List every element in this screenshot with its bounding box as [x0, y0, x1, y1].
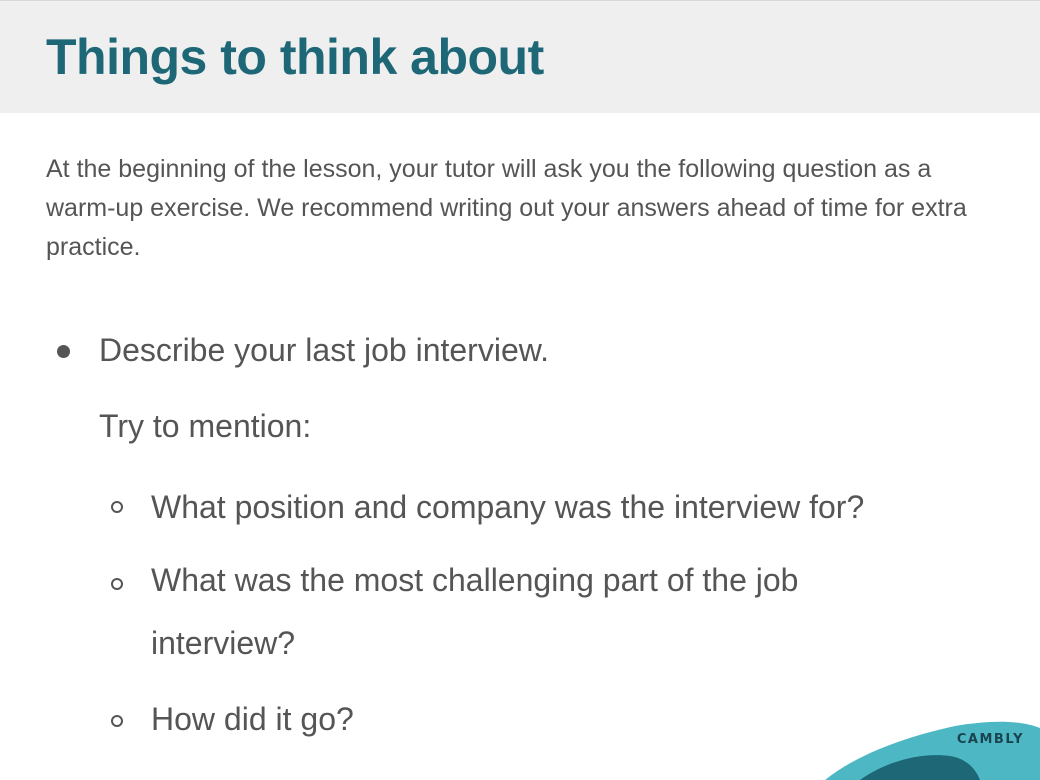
- section-header: Things to think about: [0, 0, 1040, 113]
- talking-point-text: What position and company was the interv…: [151, 489, 865, 525]
- brand-name: CAMBLY: [956, 732, 1024, 747]
- circle-bullet-icon: [111, 715, 123, 727]
- brand-logo: CAMBLY: [780, 700, 1040, 780]
- circle-bullet-icon: [111, 578, 123, 590]
- intro-paragraph: At the beginning of the lesson, your tut…: [46, 155, 967, 261]
- question-text: Describe your last job interview.: [99, 332, 549, 368]
- wave-logo-icon: [825, 721, 1040, 780]
- bullet-dot-icon: [57, 345, 70, 358]
- circle-bullet-icon: [111, 501, 123, 513]
- talking-point-text: What was the most challenging part of th…: [151, 562, 799, 661]
- prompt-text: Try to mention:: [99, 408, 312, 444]
- talking-point-text: How did it go?: [151, 701, 354, 737]
- page-title: Things to think about: [46, 29, 544, 85]
